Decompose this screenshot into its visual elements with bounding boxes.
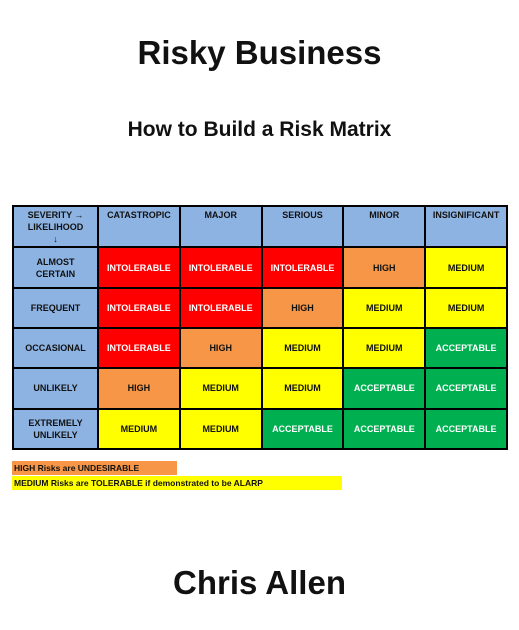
risk-cell: INTOLERABLE — [97, 286, 181, 329]
severity-header: MAJOR — [178, 204, 263, 249]
likelihood-row: UNLIKELY HIGH MEDIUM MEDIUM ACCEPTABLE ACCEPT… — [12, 367, 508, 410]
risk-cell: HIGH — [342, 246, 427, 289]
subtitle: How to Build a Risk Matrix — [127, 118, 392, 141]
title: Risky Business — [137, 34, 382, 71]
likelihood-row: EXTREMELY UNLIKELY MEDIUM MEDIUM ACCEPTABLE… — [12, 407, 508, 451]
likelihood-label: ALMOST CERTAIN — [12, 246, 99, 289]
corner-line: SEVERITY → — [27, 210, 84, 220]
legend-item: MEDIUM Risks are TOLERABLE if demonstrat… — [12, 476, 342, 490]
risk-cell: MEDIUM — [260, 367, 345, 410]
risk-cell: ACCEPTABLE — [260, 407, 345, 451]
risk-cell: MEDIUM — [178, 407, 263, 451]
likelihood-label: OCCASIONAL — [12, 326, 99, 370]
corner-line: ↓ — [53, 234, 58, 244]
risk-cell: ACCEPTABLE — [424, 326, 508, 370]
severity-header: INSIGNIFICANT — [424, 204, 508, 249]
likelihood-label: UNLIKELY — [12, 367, 99, 410]
likelihood-label: FREQUENT — [12, 286, 99, 329]
risk-cell: INTOLERABLE — [178, 246, 263, 289]
corner-cell: SEVERITY → LIKELIHOOD ↓ — [12, 204, 99, 249]
header-row: SEVERITY → LIKELIHOOD ↓ CATASTROPIC MAJOR SER… — [12, 204, 508, 249]
risk-cell: HIGH — [97, 367, 181, 410]
risk-cell: ACCEPTABLE — [424, 407, 508, 451]
risk-cell: INTOLERABLE — [97, 326, 181, 370]
likelihood-row: OCCASIONAL INTOLERABLE HIGH MEDIUM MEDIUM ACC… — [12, 326, 508, 370]
risk-cell: ACCEPTABLE — [342, 407, 427, 451]
likelihood-row: ALMOST CERTAIN INTOLERABLE INTOLERABLE INTO… — [12, 246, 508, 289]
risk-cell: MEDIUM — [178, 367, 263, 410]
risk-cell: INTOLERABLE — [260, 246, 345, 289]
author: Chris Allen — [173, 564, 346, 601]
risk-cell: MEDIUM — [342, 326, 427, 370]
risk-cell: MEDIUM — [97, 407, 181, 451]
risk-cell: ACCEPTABLE — [424, 367, 508, 410]
risk-cell: INTOLERABLE — [178, 286, 263, 329]
risk-cell: MEDIUM — [424, 246, 508, 289]
likelihood-row: FREQUENT INTOLERABLE INTOLERABLE HIGH MEDIUM… — [12, 286, 508, 329]
risk-matrix: SEVERITY → LIKELIHOOD ↓ CATASTROPIC MAJOR SER… — [12, 204, 508, 451]
risk-cell: HIGH — [178, 326, 263, 370]
risk-cell: MEDIUM — [424, 286, 508, 329]
corner-line: LIKELIHOOD — [27, 222, 84, 232]
severity-header: MINOR — [342, 204, 427, 249]
risk-cell: HIGH — [260, 286, 345, 329]
risk-cell: ACCEPTABLE — [342, 367, 427, 410]
risk-cell: INTOLERABLE — [97, 246, 181, 289]
severity-header: CATASTROPIC — [97, 204, 181, 249]
legend-item: HIGH Risks are UNDESIRABLE — [12, 461, 177, 475]
risk-cell: MEDIUM — [260, 326, 345, 370]
severity-header: SERIOUS — [260, 204, 345, 249]
risk-cell: MEDIUM — [342, 286, 427, 329]
likelihood-label: EXTREMELY UNLIKELY — [12, 407, 99, 451]
